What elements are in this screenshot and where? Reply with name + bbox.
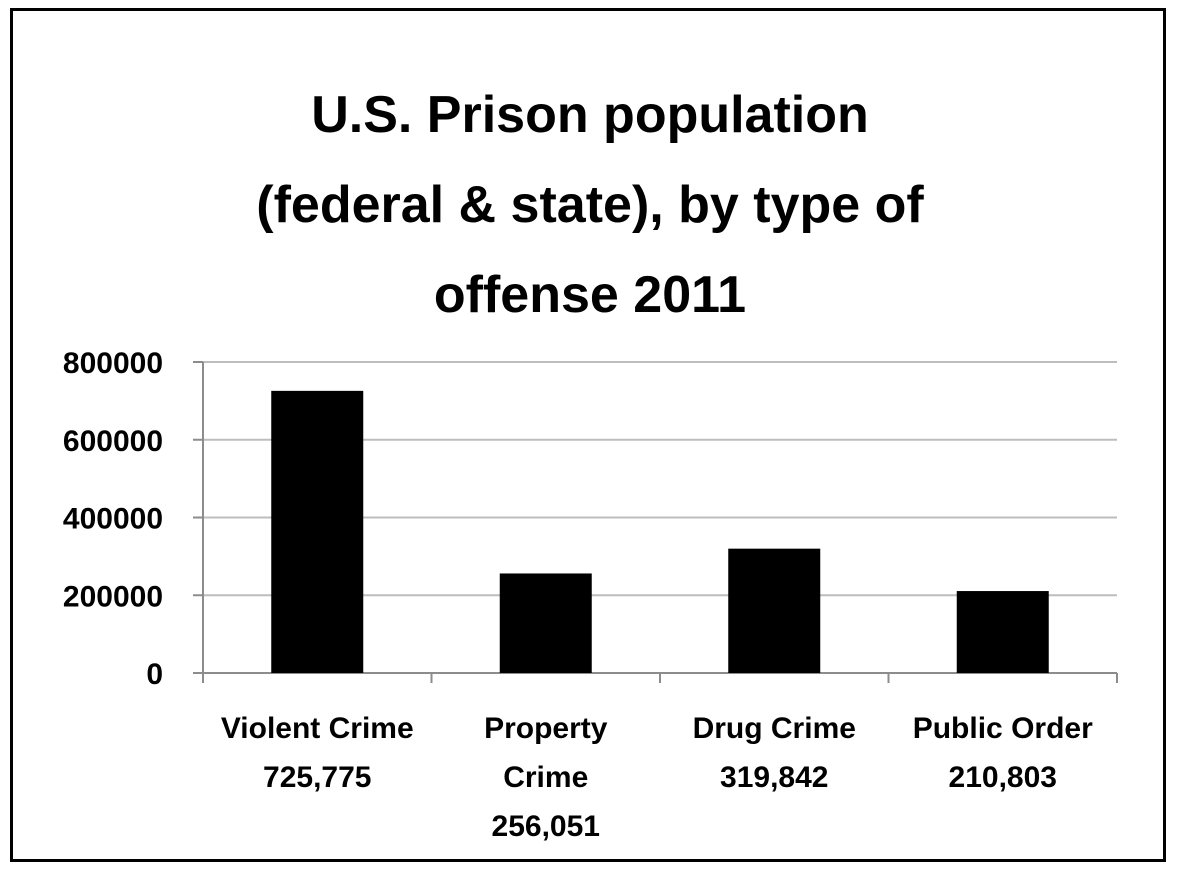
chart-title-line-3: offense 2011 (433, 266, 747, 324)
x-category-label: Crime (503, 761, 588, 794)
chart-title-line-2: (federal & state), by type of (256, 176, 924, 234)
chart-title-line-1: U.S. Prison population (311, 86, 869, 144)
x-category-label: Property (484, 712, 608, 745)
x-category-label: Public Order (913, 712, 1093, 745)
y-tick-label: 0 (146, 658, 163, 691)
x-category-label: Drug Crime (693, 712, 856, 745)
x-category-label: 210,803 (949, 761, 1057, 794)
x-category-label: 319,842 (720, 761, 828, 794)
x-category-label: 725,775 (263, 761, 371, 794)
y-tick-label: 800000 (63, 347, 163, 380)
y-tick-label: 400000 (63, 503, 163, 536)
chart-title: U.S. Prison population (federal & state)… (0, 70, 1180, 340)
bar (499, 573, 592, 673)
x-category-label: Violent Crime (221, 712, 414, 745)
bar (728, 548, 821, 673)
y-tick-label: 200000 (63, 580, 163, 613)
y-tick-label: 600000 (63, 425, 163, 458)
x-category-label: 256,051 (492, 810, 600, 843)
bar (271, 390, 364, 673)
bar (956, 591, 1049, 673)
